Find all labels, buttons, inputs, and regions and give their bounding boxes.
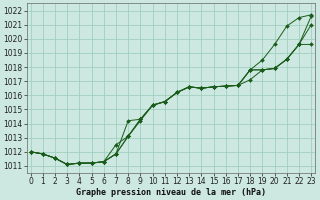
X-axis label: Graphe pression niveau de la mer (hPa): Graphe pression niveau de la mer (hPa) xyxy=(76,188,266,197)
